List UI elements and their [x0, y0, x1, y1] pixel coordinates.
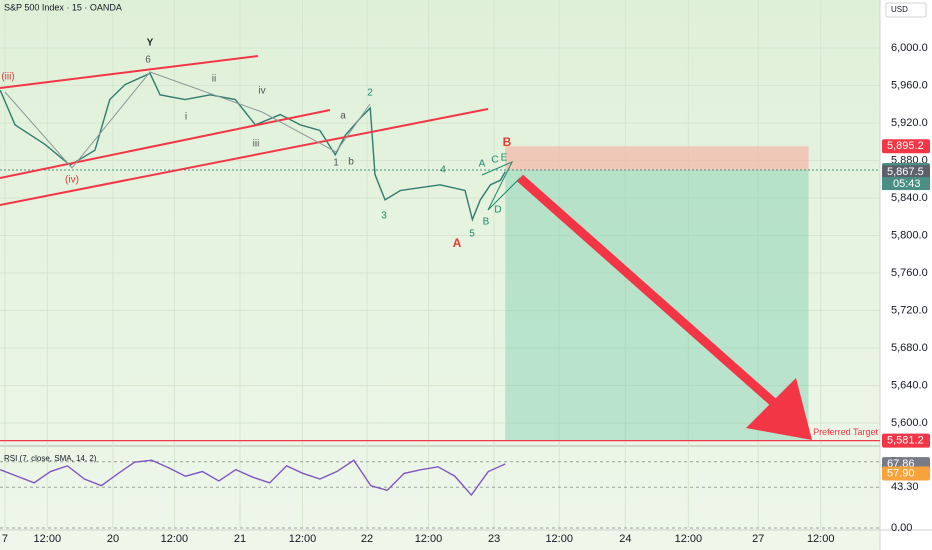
wave-label: A — [453, 236, 462, 250]
wave-label: Y — [147, 38, 154, 49]
trend-line — [0, 55, 259, 89]
forecast-arrow — [517, 174, 812, 440]
chart-title: S&P 500 Index · 15 · OANDA — [4, 2, 122, 12]
x-tick-label: 22 — [361, 533, 373, 545]
wave-label: 1 — [333, 158, 339, 169]
trend-line — [0, 108, 489, 206]
arrow-head — [746, 378, 812, 440]
price-line — [0, 72, 506, 222]
wave-label: E — [501, 153, 508, 164]
y-tick-label: 5,960.0 — [891, 79, 928, 91]
x-tick-label: 12:00 — [675, 533, 703, 545]
y-tick-label: 5,840.0 — [891, 192, 928, 204]
wave-label: D — [494, 205, 501, 216]
y-tick-label: 0.00 — [891, 522, 912, 534]
x-tick-label: 12:00 — [161, 533, 189, 545]
y-tick-label: 5,800.0 — [891, 229, 928, 241]
wave-lines — [4, 71, 521, 211]
wave-label: i — [185, 112, 187, 123]
x-tick-label: 12:00 — [34, 533, 62, 545]
x-tick-label: 12:00 — [545, 533, 573, 545]
x-tick-label: 23 — [488, 533, 500, 545]
x-tick-label: 12:00 — [415, 533, 443, 545]
price-badge-label: 5,895.2 — [887, 140, 924, 152]
wave-label: iii — [253, 139, 260, 150]
trend-lines — [0, 55, 489, 206]
wave-label: C — [491, 155, 498, 166]
wave-label: 2 — [367, 88, 373, 99]
x-tick-label: 12:00 — [289, 533, 317, 545]
currency: USD — [891, 5, 908, 14]
price-badge — [882, 466, 930, 481]
wave-label: B — [483, 217, 490, 228]
wave-label: 4 — [440, 165, 446, 176]
price-badge — [882, 433, 930, 448]
x-tick-label: 7 — [2, 533, 8, 545]
price-badge-label: 5,867.5 — [887, 166, 924, 178]
x-tick-label: 27 — [752, 533, 764, 545]
arrow-shaft — [517, 174, 785, 414]
y-tick-label: 5,680.0 — [891, 342, 928, 354]
y-tick-label: 6,000.0 — [891, 42, 928, 54]
y-tick-label: 5,920.0 — [891, 117, 928, 129]
y-tick-label: 5,720.0 — [891, 304, 928, 316]
countdown: 05:43 — [893, 178, 921, 190]
price-badge-label: 57.90 — [887, 467, 915, 479]
target-label: Preferred Target — [813, 427, 878, 437]
x-tick-label: 21 — [234, 533, 246, 545]
y-tick-label: 5,760.0 — [891, 267, 928, 279]
wave-line — [4, 71, 371, 169]
price-badge-label: 5,581.2 — [887, 435, 924, 447]
countdown-badge — [882, 177, 930, 191]
price-badge — [882, 165, 930, 180]
y-tick-label: 43.30 — [891, 481, 919, 493]
x-tick-label: 12:00 — [807, 533, 835, 545]
y-tick-label: 5,600.0 — [891, 417, 928, 429]
trend-line — [0, 109, 331, 179]
currency-box — [885, 2, 927, 18]
stop-zone — [505, 146, 809, 171]
y-tick-label: 5,640.0 — [891, 379, 928, 391]
price-badge — [882, 139, 930, 154]
wave-label: A — [479, 159, 486, 170]
annotations: (iii) Y 6 (iv) ii iv i iii a b 2 1 3 4 5… — [1, 38, 511, 251]
plot-background — [0, 0, 880, 550]
price-line — [0, 459, 506, 497]
wave-label: 3 — [381, 211, 387, 222]
wave-line — [481, 160, 521, 211]
wave-label: (iv) — [65, 175, 79, 186]
wave-label: (iii) — [1, 72, 14, 83]
x-tick-label: 24 — [619, 533, 631, 545]
wave-label: B — [503, 135, 512, 149]
wave-label: 5 — [469, 229, 475, 240]
rsi-title: RSI (7, close, SMA, 14, 2) — [4, 454, 97, 463]
wave-label: iv — [258, 86, 265, 97]
wave-label: ii — [212, 74, 216, 85]
wave-label: a — [340, 111, 346, 122]
wave-label: 6 — [145, 55, 151, 66]
x-tick-label: 20 — [107, 533, 119, 545]
wave-label: b — [348, 157, 354, 168]
